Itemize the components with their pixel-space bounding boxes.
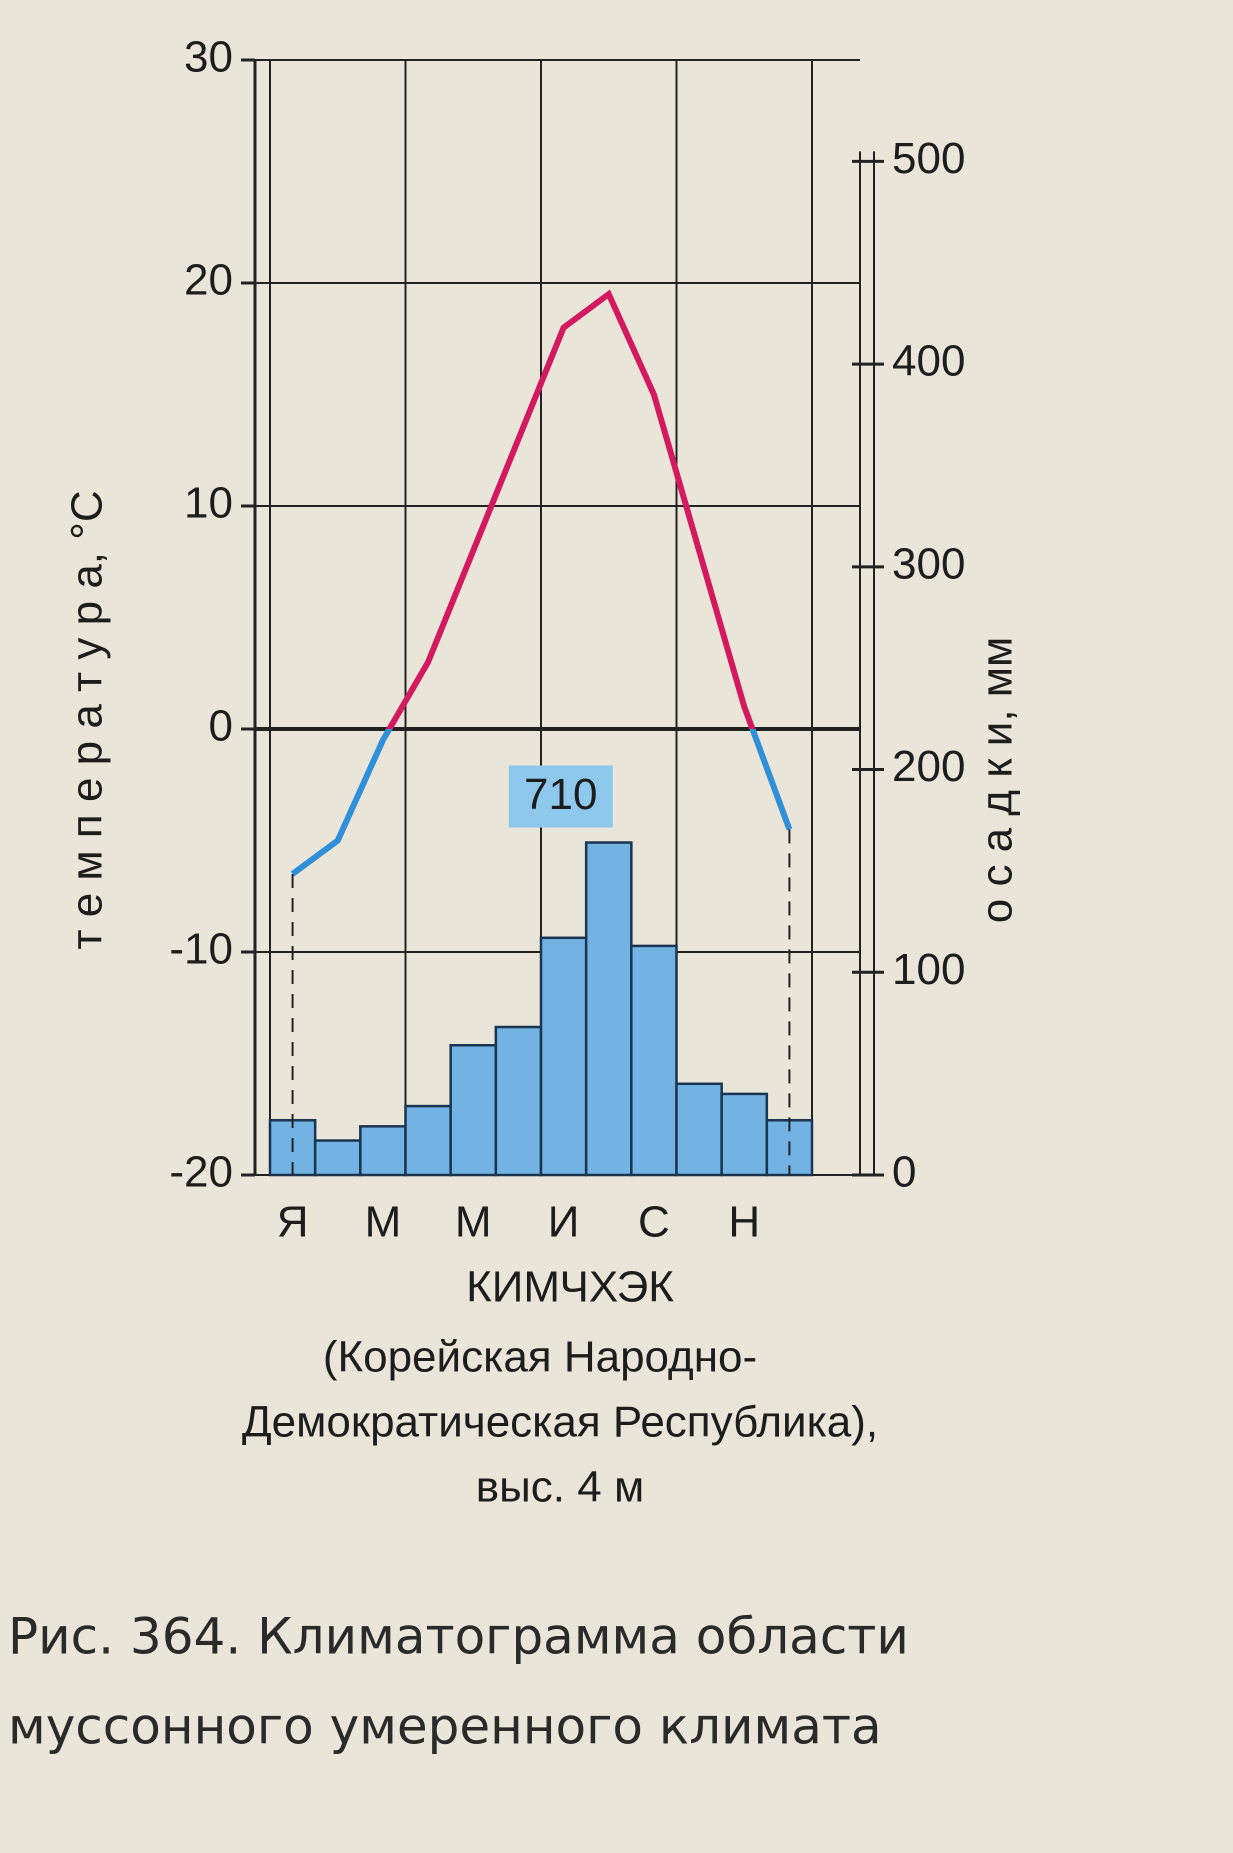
x-tick-label: Н	[728, 1198, 760, 1247]
bar	[359, 1125, 407, 1177]
y2-tick-label: 0	[892, 1148, 916, 1197]
subtitle: Демократическая Республика),	[242, 1398, 878, 1447]
y-tick-label: 20	[184, 256, 233, 305]
bar	[675, 1082, 723, 1177]
annotation: 710	[524, 770, 597, 819]
bar	[584, 841, 633, 1177]
bar	[404, 1104, 452, 1177]
bar	[494, 1025, 543, 1177]
temperature-line	[385, 289, 756, 729]
y2-tick-label: 100	[892, 945, 965, 994]
y-tick-label: 0	[209, 702, 233, 751]
annotation-box	[508, 765, 613, 828]
y-tick-label: 10	[184, 479, 233, 528]
y-tick-label: 30	[184, 33, 233, 82]
x-tick-label: М	[365, 1198, 402, 1247]
bar	[449, 1044, 498, 1177]
x-tick-label: М	[455, 1198, 492, 1247]
y2-tick-label: 400	[892, 337, 965, 386]
y2-tick-label: 300	[892, 539, 965, 588]
caption: муссонного умеренного климата	[8, 1698, 882, 1756]
subtitle: выс. 4 м	[476, 1463, 644, 1512]
subtitle: (Корейская Народно-	[323, 1333, 757, 1382]
y-axis-label: т е м п е р а т у р а, °С	[63, 490, 112, 949]
x-tick-label: И	[548, 1198, 580, 1247]
y2-tick-label: 500	[892, 134, 965, 183]
y-tick-label: -20	[169, 1148, 233, 1197]
bar	[539, 936, 588, 1177]
chart-title: КИМЧХЭК	[466, 1263, 674, 1312]
x-tick-label: Я	[277, 1198, 309, 1247]
bar	[313, 1139, 362, 1177]
temperature-line	[290, 729, 793, 877]
y-tick-label: -10	[169, 925, 233, 974]
caption: Рис. 364. Климатограмма области	[8, 1608, 909, 1666]
bar	[630, 944, 678, 1177]
x-tick-label: С	[638, 1198, 670, 1247]
bar	[720, 1092, 769, 1177]
y2-tick-label: 200	[892, 742, 965, 791]
y2-axis-label: о с а д к и, мм	[973, 637, 1022, 924]
